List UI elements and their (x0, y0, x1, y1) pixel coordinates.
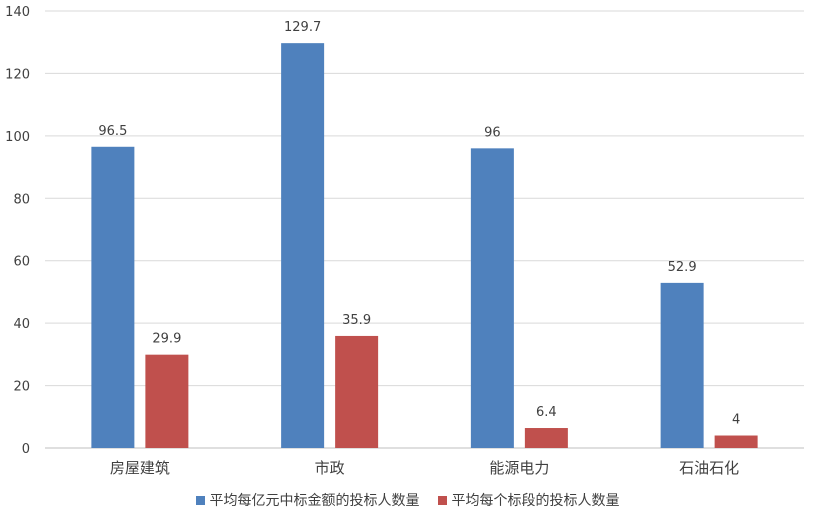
legend: 平均每亿元中标金额的投标人数量 平均每个标段的投标人数量 (0, 490, 815, 510)
x-tick-label: 石油石化 (679, 459, 739, 477)
data-label-series-1-0: 96.5 (98, 124, 127, 139)
bar-series-1-3 (660, 282, 704, 448)
data-label-series-2-3: 4 (732, 413, 740, 428)
y-tick-label: 80 (13, 192, 30, 207)
y-axis-ticks: 0 20 40 60 80 100 120 140 (5, 5, 30, 457)
y-tick-label: 100 (5, 130, 30, 145)
bar-series-1-1 (281, 43, 325, 448)
y-tick-label: 120 (5, 67, 30, 82)
data-label-series-2-0: 29.9 (152, 332, 181, 347)
bar-series-2-1 (335, 335, 379, 448)
data-label-series-2-1: 35.9 (342, 313, 371, 328)
legend-label-series-2: 平均每个标段的投标人数量 (451, 493, 620, 509)
y-tick-label: 60 (13, 255, 30, 270)
x-axis-ticks: 房屋建筑 市政 能源电力 石油石化 (110, 459, 739, 477)
bar-series-2-0 (145, 354, 189, 448)
bar-series-1-0 (91, 146, 135, 448)
bars (91, 43, 758, 449)
legend-swatch-series-1 (195, 495, 205, 505)
data-label-series-1-3: 52.9 (668, 260, 697, 275)
y-tick-label: 40 (13, 317, 30, 332)
x-tick-label: 市政 (315, 459, 345, 477)
legend-swatch-series-2 (437, 495, 447, 505)
y-tick-label: 20 (13, 380, 30, 395)
data-label-series-2-2: 6.4 (536, 405, 557, 420)
data-labels: 96.5 129.7 96 52.9 29.9 35.9 6.4 4 (98, 20, 740, 427)
legend-item-series-2: 平均每个标段的投标人数量 (437, 490, 620, 510)
x-tick-label: 房屋建筑 (110, 459, 170, 477)
y-tick-label: 140 (5, 5, 30, 20)
data-label-series-1-2: 96 (484, 125, 501, 140)
legend-label-series-1: 平均每亿元中标金额的投标人数量 (209, 493, 420, 509)
bar-series-1-2 (470, 148, 514, 449)
legend-item-series-1: 平均每亿元中标金额的投标人数量 (195, 490, 420, 510)
bar-series-2-2 (524, 428, 568, 448)
bar-series-2-3 (714, 435, 758, 448)
x-tick-label: 能源电力 (489, 459, 549, 477)
y-tick-label: 0 (22, 442, 30, 457)
data-label-series-1-1: 129.7 (284, 20, 321, 35)
